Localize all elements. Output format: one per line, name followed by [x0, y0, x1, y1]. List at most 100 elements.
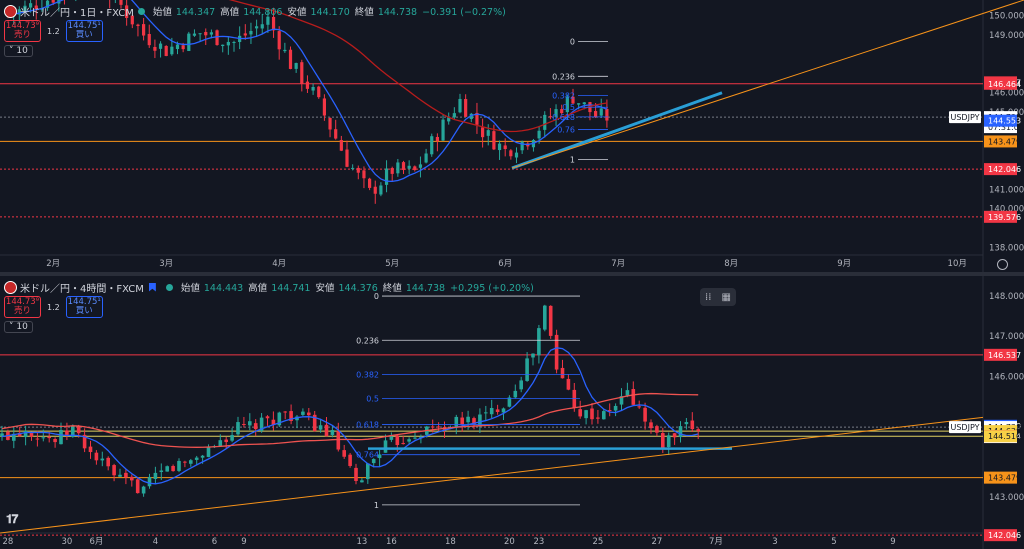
- candle: [253, 423, 258, 430]
- candle: [464, 99, 468, 117]
- time-tick-label: 7月: [611, 259, 625, 269]
- candle: [377, 454, 382, 459]
- candle: [158, 43, 163, 49]
- candle: [501, 408, 506, 413]
- candle: [53, 438, 57, 443]
- 4h-symbol-title[interactable]: 米ドル／円・4時間・FXCM: [20, 283, 144, 295]
- candle: [165, 466, 169, 472]
- candle: [390, 168, 394, 174]
- time-tick-label: 3月: [159, 259, 173, 269]
- drawing-toolbar[interactable]: ⁞⁞ ▦: [700, 288, 736, 306]
- candle: [582, 102, 586, 105]
- price-label-text: 139.576: [988, 213, 1021, 222]
- time-tick-label: 4: [153, 537, 158, 547]
- candle: [475, 112, 479, 125]
- pane-divider[interactable]: [0, 272, 1024, 276]
- candle: [531, 353, 535, 358]
- indicator-count: 10: [16, 322, 28, 332]
- candle: [571, 96, 575, 104]
- ohlc-key: 始値: [180, 283, 200, 294]
- daily-chart-canvas[interactable]: 150.000149.000146.000145.000141.000140.0…: [0, 0, 1024, 272]
- candle: [153, 472, 158, 480]
- daily-symbol-title[interactable]: 米ドル／円・1日・FXCM: [20, 7, 134, 19]
- candle: [594, 111, 598, 118]
- settings-icon[interactable]: [997, 259, 1008, 270]
- sell-price: 144.73⁹: [5, 21, 40, 31]
- candle: [255, 26, 259, 29]
- candle: [625, 390, 630, 396]
- fib-level-label: 0.5: [366, 394, 379, 403]
- candle: [643, 407, 647, 422]
- candle: [88, 446, 93, 453]
- candle: [481, 127, 485, 138]
- bookmark-icon[interactable]: [148, 282, 156, 292]
- candle: [396, 162, 400, 174]
- trendline-long: [0, 416, 984, 534]
- candle: [198, 33, 202, 35]
- candle: [171, 465, 175, 472]
- layout-grid-icon[interactable]: ▦: [721, 291, 731, 303]
- price-label: [984, 471, 1017, 484]
- price-tick-label: 147.000: [989, 332, 1024, 342]
- ohlc-key: 高値: [248, 283, 268, 294]
- usdjpy-flag-icon: [4, 280, 17, 294]
- symbol-tag: [949, 111, 981, 124]
- time-tick-label: 6月: [498, 259, 512, 269]
- ohlc-key: 終値: [354, 7, 374, 18]
- ohlc-value: 144.443: [203, 283, 244, 294]
- spread-value: 1.2: [47, 302, 60, 312]
- daily-chart-pane[interactable]: 150.000149.000146.000145.000141.000140.0…: [0, 0, 1024, 272]
- sell-button[interactable]: 144.73⁹ 売り: [4, 296, 41, 318]
- candle: [130, 15, 134, 25]
- candle: [435, 136, 439, 142]
- candle: [472, 418, 476, 425]
- indicator-toggle-button[interactable]: ˅ 10: [4, 321, 33, 333]
- price-label-text: 146.464: [988, 80, 1021, 89]
- price-tick-label: 149.000: [989, 31, 1024, 41]
- daily-legend: 米ドル／円・1日・FXCM 始値 144.347 高値 144.806 安値 144.17…: [4, 3, 511, 19]
- daily-trade-buttons: 144.73⁹ 売り 1.2 144.75¹ 買い: [4, 20, 103, 42]
- candle: [224, 439, 228, 443]
- candle: [696, 429, 700, 432]
- candle: [23, 430, 28, 438]
- candle: [631, 389, 636, 405]
- candle: [554, 109, 558, 117]
- ohlc-value: 144.741: [271, 283, 311, 294]
- price-label-text: 144.553: [988, 117, 1021, 126]
- ohlc-value: +0.295 (+0.20%): [450, 283, 534, 294]
- 4h-legend: 米ドル／円・4時間・FXCM 始値 144.443 高値 144.741 安値 144.3…: [4, 279, 539, 295]
- candle: [577, 103, 581, 105]
- trendline-support: [511, 91, 723, 170]
- indicator-toggle-button[interactable]: ˅ 10: [4, 45, 33, 57]
- time-tick-label: 20: [504, 537, 515, 547]
- buy-button[interactable]: 144.75¹ 買い: [65, 20, 103, 42]
- candle: [0, 433, 4, 437]
- candle: [277, 412, 282, 426]
- ohlc-value: 144.376: [338, 283, 378, 294]
- price-label: [984, 163, 1017, 176]
- candle: [596, 417, 600, 419]
- time-tick-label: 2月: [46, 259, 60, 269]
- sell-button[interactable]: 144.73⁹ 売り: [4, 20, 41, 42]
- fib-level-label: 0.618: [356, 421, 379, 430]
- tradingview-logo-icon: 𝟏𝟕: [6, 512, 18, 526]
- candle: [283, 411, 287, 413]
- time-tick-label: 3: [772, 537, 777, 547]
- candle: [484, 412, 488, 414]
- candle: [47, 436, 51, 439]
- candle: [430, 136, 434, 155]
- ohlc-value: 144.347: [175, 7, 216, 18]
- buy-button[interactable]: 144.75¹ 買い: [65, 296, 103, 318]
- 4h-chart-pane[interactable]: 148.000 147.000 146.000 143.000 28 30 6月 4 6 9 13 1…: [0, 276, 1024, 549]
- candle: [147, 476, 152, 487]
- candle: [17, 432, 22, 437]
- candle: [181, 45, 185, 50]
- candle: [368, 178, 372, 188]
- price-label-text: 143.479: [988, 137, 1021, 146]
- candle: [159, 470, 164, 472]
- candle: [578, 409, 582, 417]
- candle: [124, 472, 128, 478]
- drag-handle-icon[interactable]: ⁞⁞: [705, 291, 712, 303]
- candle: [294, 63, 298, 69]
